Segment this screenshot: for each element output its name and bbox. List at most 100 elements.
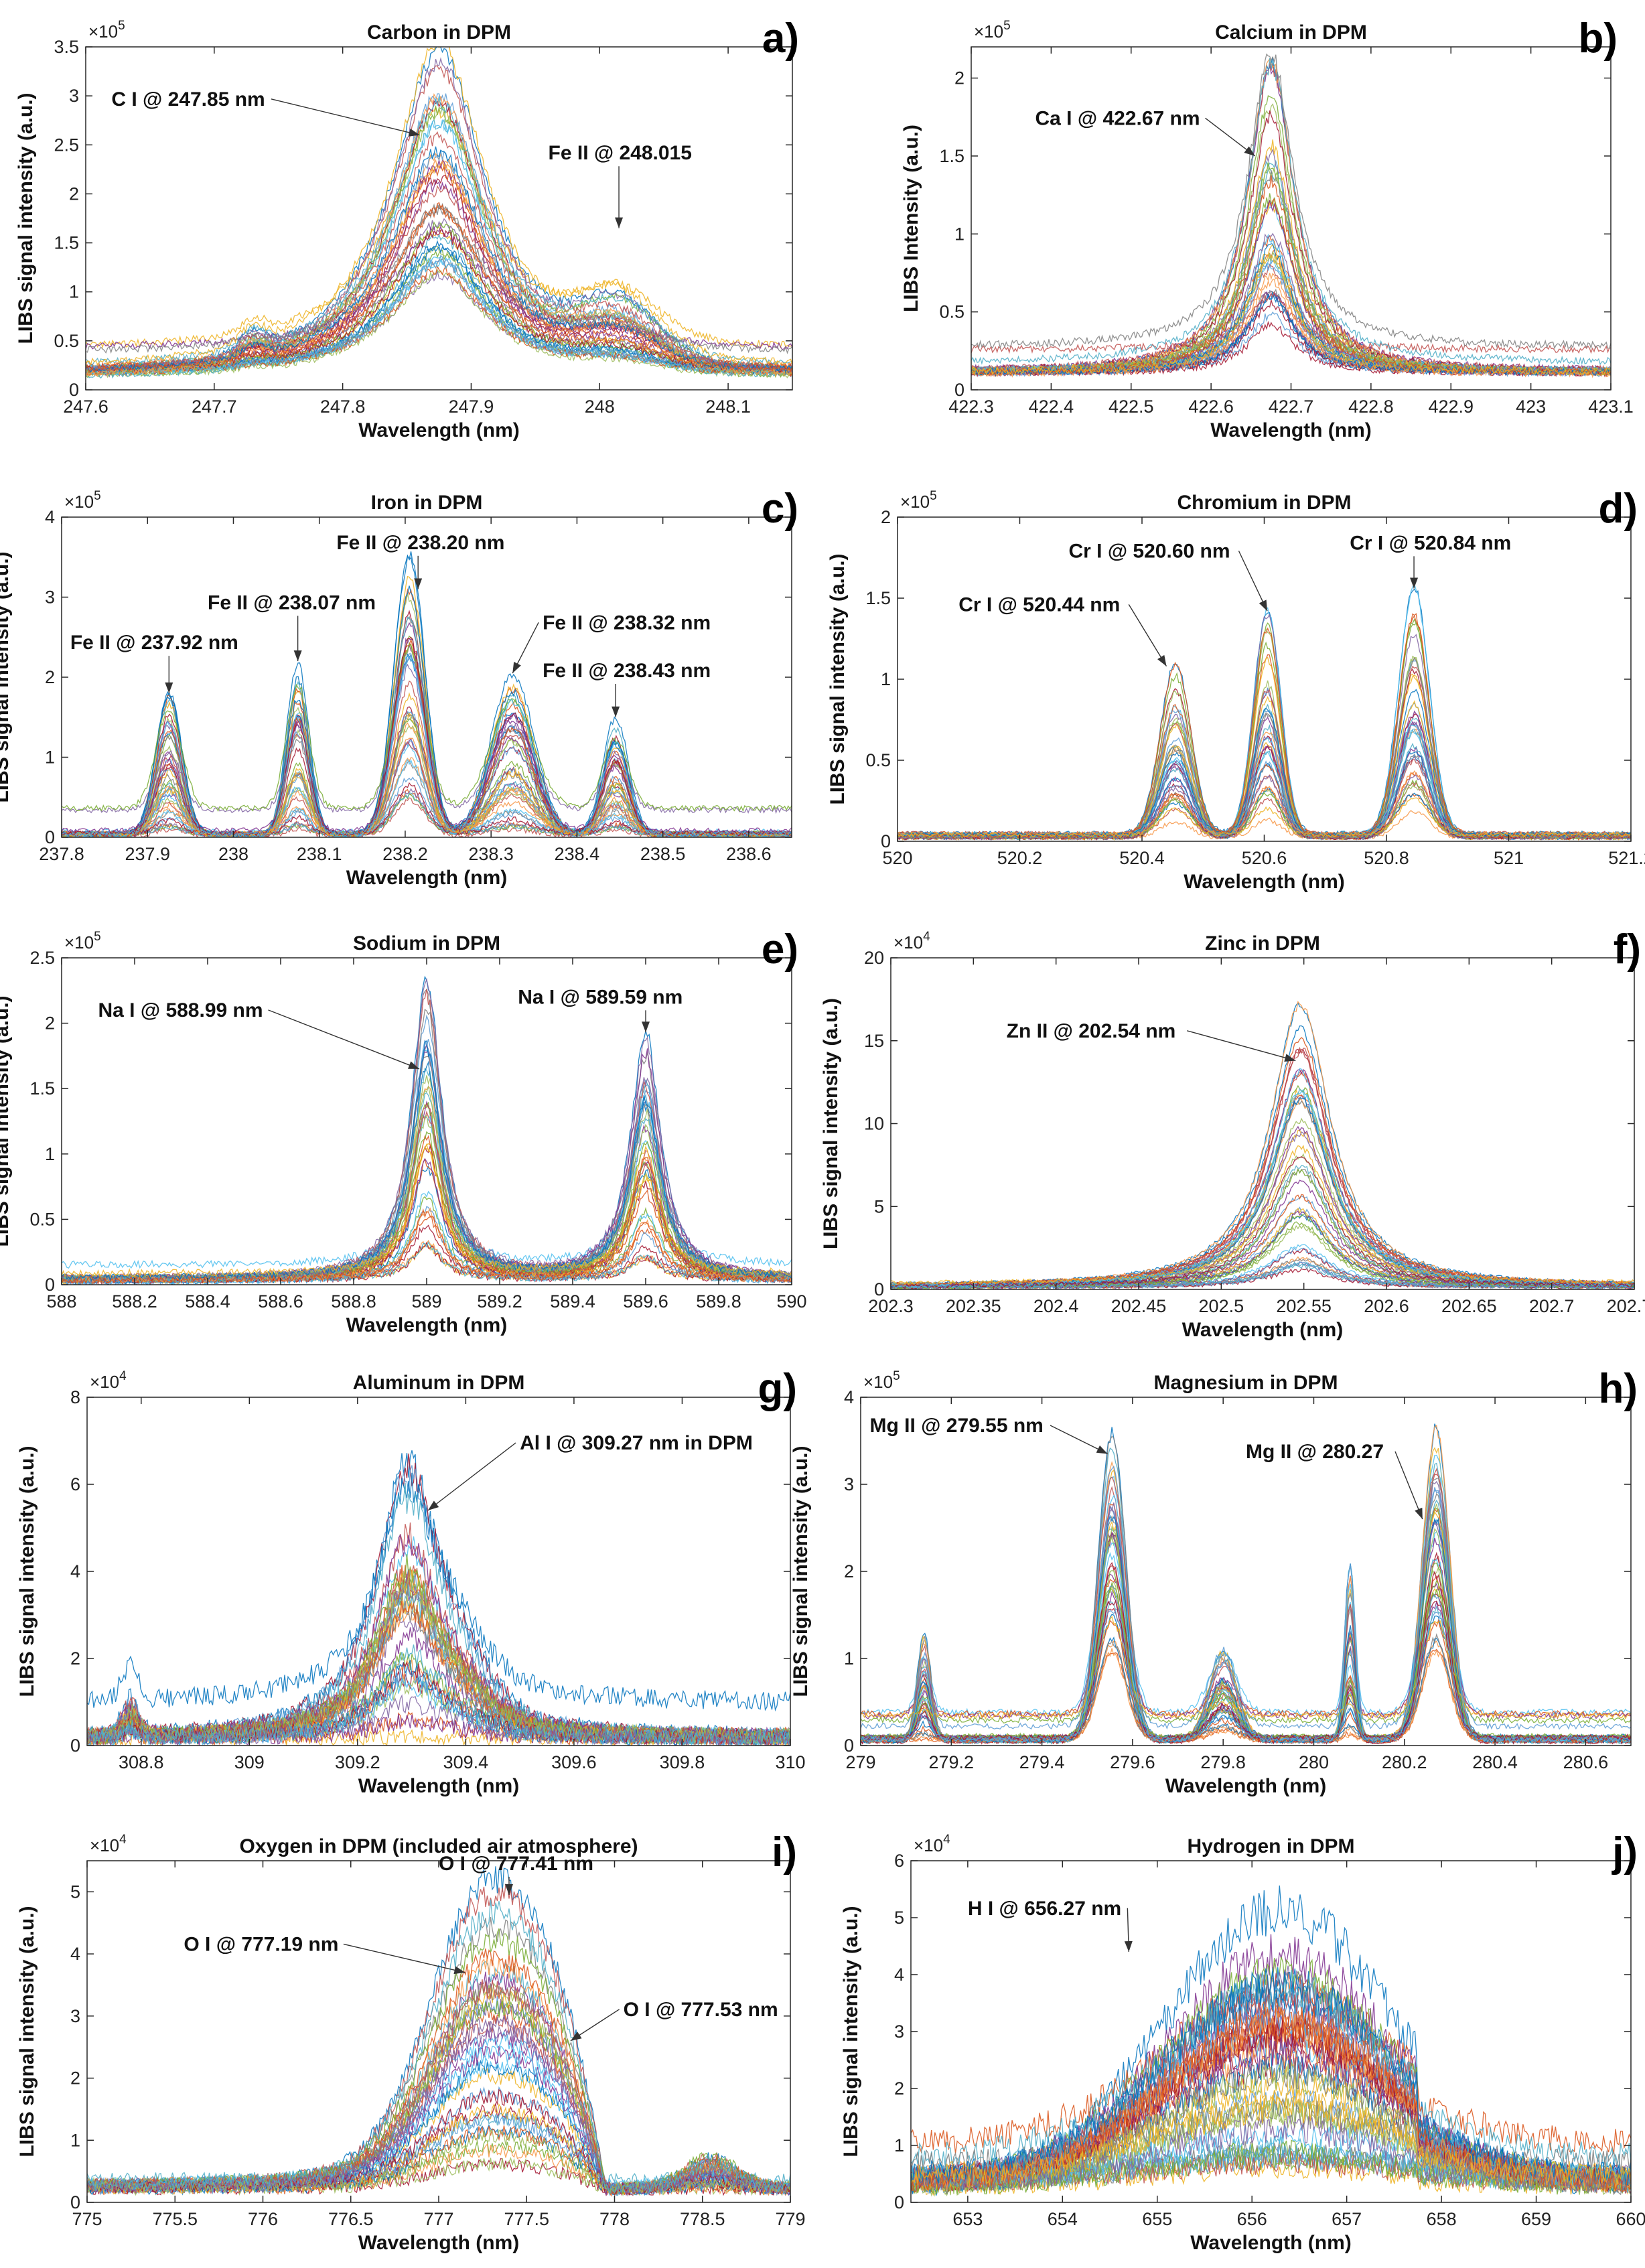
y-axis-label: LIBS signal intensity (a.u.): [15, 92, 37, 344]
panel-label: b): [1578, 15, 1618, 62]
peak-annotation: Al I @ 309.27 nm in DPM: [520, 1432, 753, 1454]
peak-annotation: Ca I @ 422.67 nm: [1035, 107, 1200, 129]
x-tick-label: 422.7: [1269, 397, 1314, 417]
series-line: [861, 1531, 1631, 1720]
y-tick-label: 1: [45, 748, 55, 768]
x-tick-label: 247.7: [192, 397, 237, 417]
annotation-arrowhead: [165, 682, 173, 693]
y-tick-label: 3: [45, 587, 55, 608]
y-tick-label: 4: [45, 507, 55, 527]
x-tick-label: 520: [882, 848, 912, 868]
annotation-arrowhead: [1415, 1507, 1423, 1519]
series-line: [971, 273, 1611, 378]
y-multiplier-exponent: 5: [94, 930, 101, 944]
x-axis-label: Wavelength (nm): [358, 419, 520, 441]
x-tick-label: 422.8: [1348, 397, 1394, 417]
y-axis-label: LIBS signal intensity (a.u.): [840, 1906, 862, 2157]
series-group: [87, 1865, 790, 2197]
x-tick-label: 656: [1237, 2209, 1267, 2229]
series-line: [86, 65, 792, 374]
x-tick-label: 590: [776, 1291, 806, 1312]
series-group: [87, 1450, 790, 1746]
x-tick-label: 520.8: [1364, 848, 1409, 868]
y-multiplier-exponent: 5: [118, 19, 125, 33]
y-tick-label: 1: [844, 1648, 854, 1669]
annotation-arrow: [343, 1943, 466, 1973]
panel-a: 247.6 247.7 247.8 247.9 248 248.1 0 0.5 1 1.5 2 2.5…: [15, 15, 799, 441]
x-tick-label: 659: [1521, 2209, 1551, 2229]
panel-label: d): [1598, 486, 1638, 532]
series-line: [62, 653, 792, 837]
panel-d: 520 520.2 520.4 520.6 520.8 521 521.2 0 0.5 1 1.5 2…: [827, 486, 1645, 893]
series-line: [911, 1967, 1631, 2186]
peak-annotation: C I @ 247.85 nm: [111, 88, 265, 111]
x-tick-label: 521: [1494, 848, 1524, 868]
y-tick-label: 4: [894, 1965, 904, 1985]
annotation-arrowhead: [408, 1061, 420, 1069]
y-multiplier: ×105: [88, 19, 125, 42]
y-tick-label: 2: [894, 2078, 904, 2099]
y-tick-label: 1.5: [865, 588, 891, 608]
y-tick-label: 1.5: [54, 233, 79, 253]
series-line: [971, 254, 1611, 376]
series-group: [86, 47, 792, 379]
series-line: [62, 782, 792, 837]
x-tick-label: 777: [423, 2209, 453, 2229]
series-group: [62, 975, 792, 1285]
x-tick-label: 202.75: [1607, 1296, 1645, 1316]
x-tick-label: 309: [234, 1752, 265, 1772]
x-tick-label: 588.8: [331, 1291, 376, 1312]
panel-j: 653 654 655 656 657 658 659 660 0 1 2 3 4 5 6 ×104 Hydro…: [840, 1829, 1645, 2254]
series-line: [87, 1665, 790, 1746]
x-axis-label: Wavelength (nm): [1210, 419, 1372, 441]
x-tick-label: 202.4: [1033, 1296, 1079, 1316]
y-multiplier-exponent: 4: [119, 1833, 127, 1847]
x-tick-label: 520.6: [1242, 848, 1287, 868]
x-tick-label: 657: [1332, 2209, 1362, 2229]
panel-f: 202.3 202.35 202.4 202.45 202.5 202.55 202.6 20…: [820, 926, 1645, 1341]
series-line: [891, 1156, 1634, 1289]
series-line: [62, 1043, 792, 1283]
annotation-arrow: [1394, 1451, 1423, 1520]
annotation-arrowhead: [1244, 146, 1255, 156]
x-tick-label: 423.1: [1588, 397, 1634, 417]
x-tick-label: 778.5: [680, 2209, 725, 2229]
series-line: [86, 146, 792, 374]
y-multiplier: ×105: [64, 489, 101, 512]
x-tick-label: 202.45: [1111, 1296, 1167, 1316]
axes-box: [85, 46, 793, 391]
x-tick-label: 279.6: [1110, 1752, 1155, 1772]
series-group: [62, 551, 792, 837]
series-group: [861, 1423, 1631, 1745]
y-axis-label: LIBS Intensity (a.u.): [900, 125, 922, 312]
y-tick-label: 0.5: [54, 331, 79, 351]
y-tick-label: 3: [70, 2006, 80, 2026]
series-line: [87, 1644, 790, 1746]
x-axis-label: Wavelength (nm): [358, 1775, 520, 1797]
x-tick-label: 655: [1142, 2209, 1172, 2229]
annotation-arrowhead: [293, 650, 302, 662]
y-tick-label: 2: [70, 2068, 80, 2088]
series-line: [971, 58, 1611, 366]
series-line: [62, 1208, 792, 1285]
x-tick-label: 653: [952, 2209, 983, 2229]
x-tick-label: 202.35: [946, 1296, 1001, 1316]
y-tick-label: 6: [70, 1474, 80, 1494]
y-tick-label: 20: [864, 948, 884, 968]
x-tick-label: 280: [1299, 1752, 1329, 1772]
y-tick-label: 0.5: [939, 302, 964, 322]
series-line: [86, 159, 792, 377]
series-line: [911, 2053, 1631, 2196]
x-tick-label: 422.4: [1029, 397, 1074, 417]
x-tick-label: 308.8: [119, 1752, 164, 1772]
series-group: [971, 53, 1611, 378]
annotation-arrowhead: [1284, 1054, 1296, 1062]
x-tick-label: 520.4: [1119, 848, 1165, 868]
panel-label: h): [1598, 1366, 1638, 1412]
annotation-arrowhead: [1096, 1445, 1108, 1454]
x-axis-label: Wavelength (nm): [1190, 2232, 1352, 2254]
chart-title: Iron in DPM: [371, 492, 483, 514]
y-multiplier: ×105: [974, 19, 1011, 42]
series-line: [86, 204, 792, 354]
y-tick-label: 2.5: [54, 135, 79, 155]
